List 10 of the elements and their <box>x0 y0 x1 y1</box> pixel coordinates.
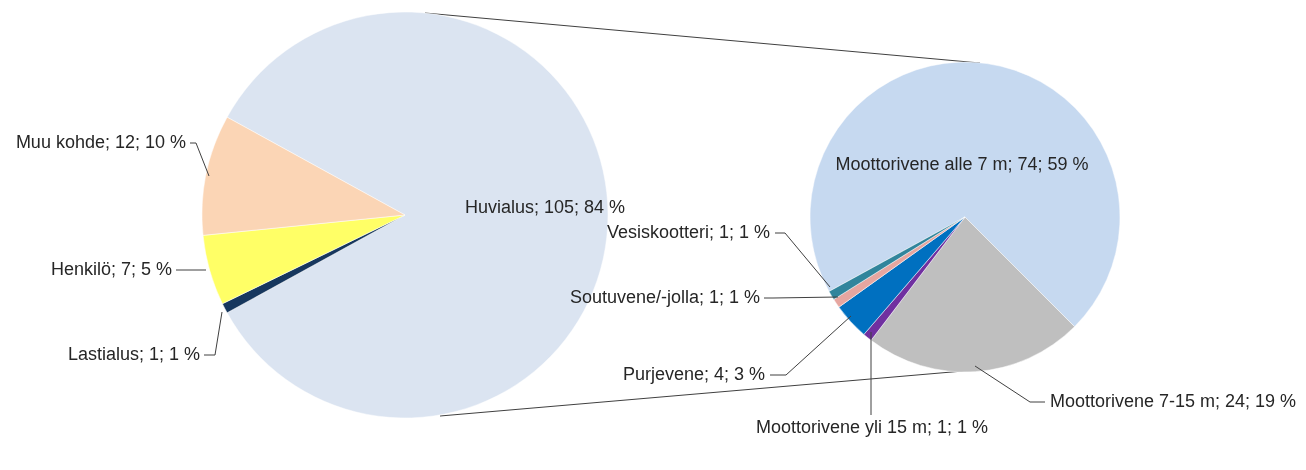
slice-label: Vesiskootteri; 1; 1 % <box>606 222 770 242</box>
slice-label: Henkilö; 7; 5 % <box>50 259 172 279</box>
slice-label: Soutuvene/-jolla; 1; 1 % <box>569 287 760 307</box>
slice-label: Huvialus; 105; 84 % <box>464 197 626 217</box>
slice-label: Moottorivene yli 15 m; 1; 1 % <box>755 417 989 437</box>
slice-label: Moottorivene 7-15 m; 24; 19 % <box>1050 391 1297 411</box>
slice-label: Muu kohde; 12; 10 % <box>15 132 186 152</box>
slice-label: Lastialus; 1; 1 % <box>67 344 200 364</box>
slice-label: Moottorivene alle 7 m; 74; 59 % <box>835 154 1089 174</box>
slice-label: Purjevene; 4; 3 % <box>622 364 765 384</box>
